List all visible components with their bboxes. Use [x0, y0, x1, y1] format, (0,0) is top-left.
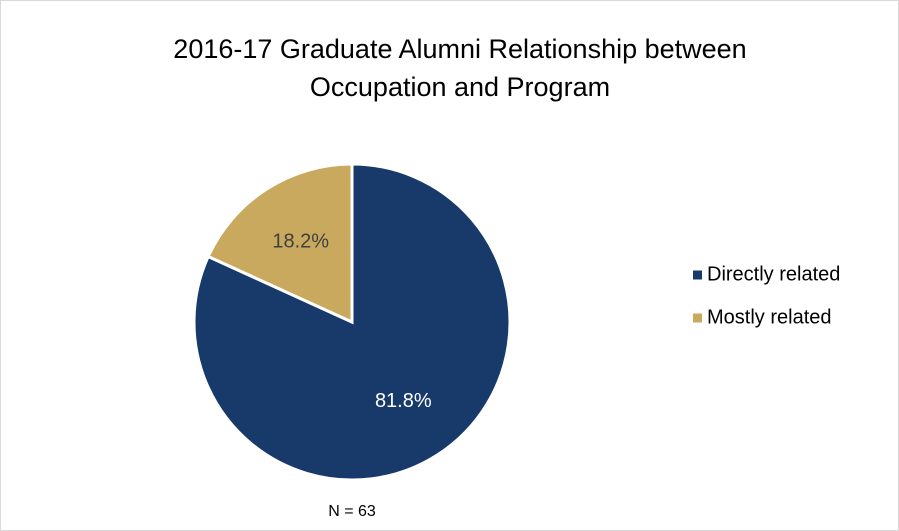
legend-label: Directly related	[707, 263, 840, 285]
annotation: N = 63	[328, 503, 376, 520]
data-label: 81.8%	[375, 390, 432, 412]
data-label: 18.2%	[272, 231, 329, 253]
legend-label: Mostly related	[707, 306, 832, 328]
pie-slice	[206, 162, 354, 325]
legend-marker	[693, 313, 702, 323]
legend-marker	[693, 270, 702, 280]
chart-title: 2016-17 Graduate Alumni Relationship bet…	[173, 34, 747, 102]
